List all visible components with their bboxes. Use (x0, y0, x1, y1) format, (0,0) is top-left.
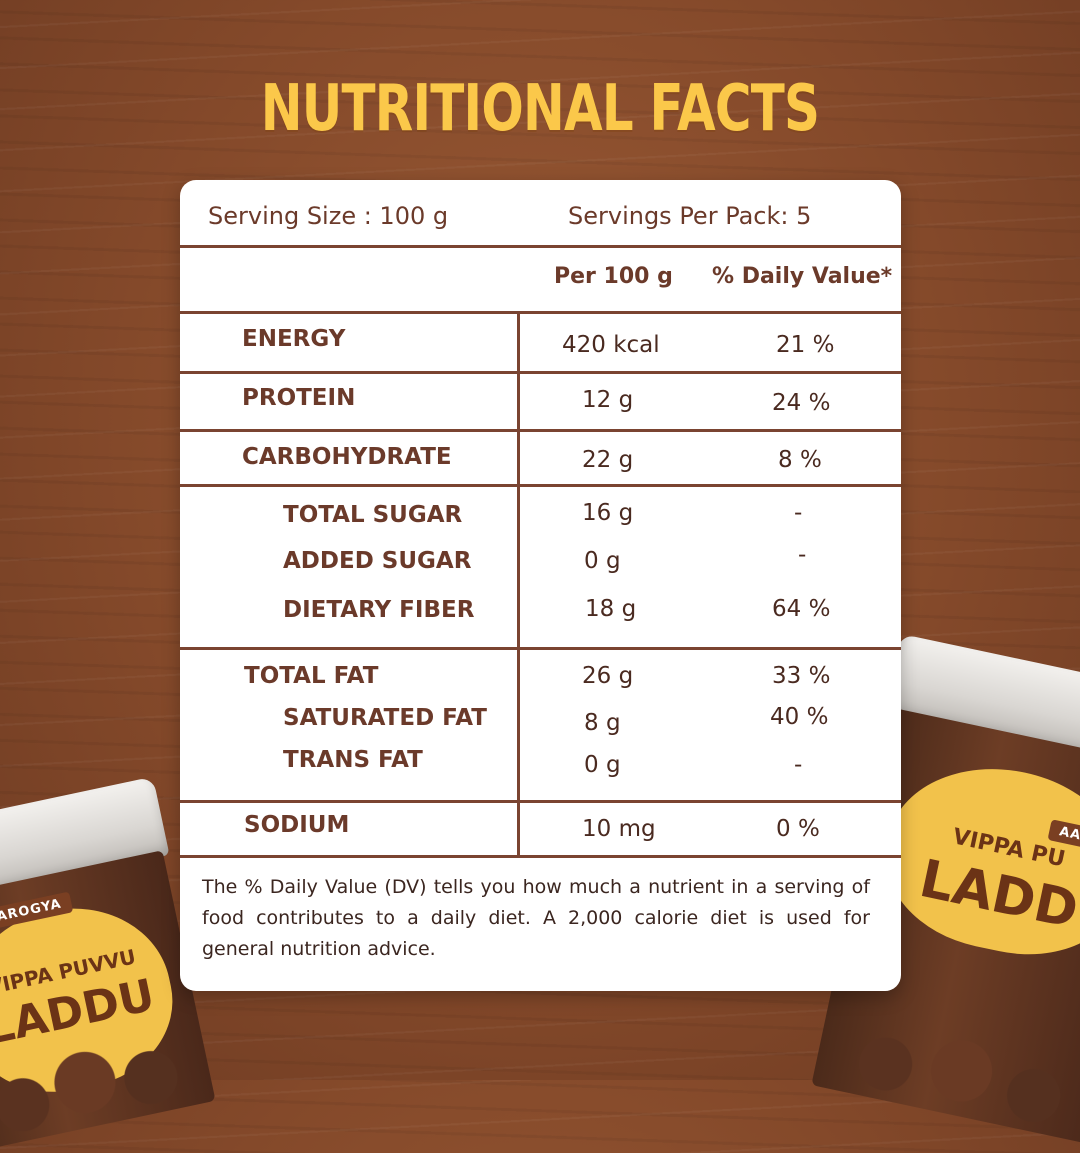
nutrient-label: CARBOHYDRATE (242, 444, 452, 470)
nutrient-daily-value: 8 % (778, 447, 822, 473)
nutrient-value: 0 g (584, 752, 621, 778)
nutrient-label: ADDED SUGAR (283, 548, 472, 574)
nutrient-value: 8 g (584, 710, 621, 736)
nutrient-daily-value: 64 % (772, 596, 831, 622)
nutrient-daily-value: - (794, 500, 803, 526)
daily-value-footnote: The % Daily Value (DV) tells you how muc… (202, 876, 870, 960)
column-divider (517, 314, 520, 855)
nutrient-label: SATURATED FAT (283, 705, 487, 731)
nutrient-daily-value: 21 % (776, 332, 835, 358)
nutrient-daily-value: - (798, 542, 807, 568)
nutrient-value: 26 g (582, 663, 634, 689)
nutrient-label: DIETARY FIBER (283, 597, 475, 623)
nutrient-label: TRANS FAT (283, 747, 423, 773)
nutrient-label: TOTAL SUGAR (283, 502, 463, 528)
nutrient-value: 12 g (582, 387, 634, 413)
page-title: NUTRITIONAL FACTS (260, 72, 820, 146)
divider (180, 311, 901, 314)
nutrient-daily-value: 40 % (770, 704, 829, 730)
nutrient-daily-value: 33 % (772, 663, 831, 689)
nutrient-value: 10 mg (582, 816, 656, 842)
divider (180, 484, 901, 487)
nutrient-value: 22 g (582, 447, 634, 473)
nutrient-value: 16 g (582, 500, 634, 526)
divider (180, 245, 901, 248)
column-header-daily-value: % Daily Value* (712, 264, 893, 289)
divider (180, 429, 901, 432)
nutrient-label: SODIUM (244, 812, 350, 838)
nutrient-label: ENERGY (242, 326, 346, 352)
nutrient-value: 18 g (585, 596, 637, 622)
divider (180, 371, 901, 374)
divider (180, 800, 901, 803)
column-header-per-100g: Per 100 g (554, 264, 673, 289)
nutrient-value: 420 kcal (562, 332, 660, 358)
serving-size: Serving Size : 100 g (208, 202, 449, 230)
nutrient-label: PROTEIN (242, 385, 356, 411)
divider (180, 855, 901, 858)
nutrient-daily-value: 24 % (772, 390, 831, 416)
servings-per-pack: Servings Per Pack: 5 (568, 202, 812, 230)
divider (180, 647, 901, 650)
nutrition-card: Serving Size : 100 g Servings Per Pack: … (180, 180, 901, 991)
nutrient-value: 0 g (584, 548, 621, 574)
nutrient-label: TOTAL FAT (244, 663, 379, 689)
nutrient-daily-value: 0 % (776, 816, 820, 842)
nutrient-daily-value: - (794, 752, 803, 778)
